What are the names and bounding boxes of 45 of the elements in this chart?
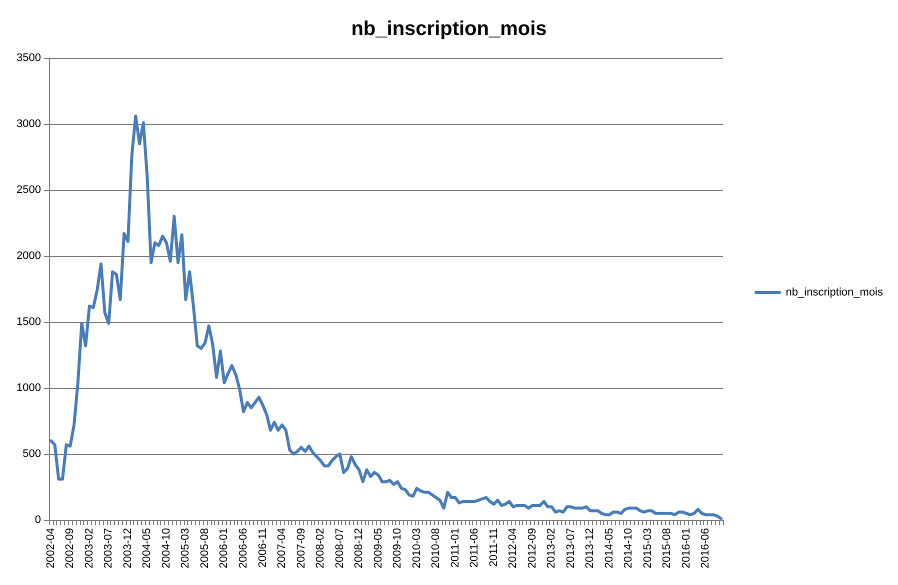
x-tick-label: 2012-09 [526,528,538,568]
x-tick-label: 2016-01 [680,528,692,568]
x-tick-label: 2013-12 [584,528,596,568]
x-tick-label: 2008-02 [314,528,327,568]
y-tick-label: 1500 [16,316,41,328]
y-tick-label: 2000 [16,250,41,262]
x-tick-label: 2003-12 [122,528,134,568]
x-tick-label: 2013-02 [546,528,558,568]
x-tick-label: 2004-10 [160,528,172,568]
chart-title: nb_inscription_mois [351,18,547,40]
x-tick-label: 2016-06 [700,528,712,568]
y-tick-label: 1000 [16,382,41,394]
y-tick-label: 2500 [16,184,41,196]
x-tick-label: 2006-01 [218,528,230,568]
y-tick-label: 3500 [16,52,41,64]
x-tick-label: 2007-04 [276,528,288,568]
x-tick-label: 2005-03 [180,528,192,568]
x-tick-label: 2013-07 [564,528,577,568]
x-tick-label: 2010-08 [430,528,442,568]
x-tick-label: 2008-07 [334,528,346,568]
legend-label: nb_inscription_mois [786,286,884,298]
x-tick-label: 2009-05 [372,528,384,568]
x-tick-label: 2014-10 [622,528,635,568]
x-tick-label: 2010-03 [410,528,423,568]
y-tick-label: 3000 [16,118,41,130]
x-tick-label: 2009-10 [392,528,404,568]
x-tick-label: 2005-08 [198,528,211,568]
x-tick-label: 2015-03 [642,528,654,568]
x-tick-label: 2011-06 [468,528,481,568]
x-tick-label: 2003-07 [102,528,115,568]
y-tick-label: 500 [22,448,41,460]
x-tick-label: 2004-05 [141,528,154,568]
x-tick-label: 2003-02 [83,528,96,568]
x-tick-label: 2012-04 [507,528,520,568]
y-tick-label: 0 [34,514,41,526]
x-tick-label: 2008-12 [353,528,366,568]
x-tick-label: 2006-06 [237,528,250,568]
x-tick-label: 2002-04 [44,528,57,568]
x-tick-label: 2011-11 [488,528,500,567]
x-tick-label: 2006-11 [256,528,269,568]
x-tick-label: 2002-09 [64,528,76,568]
x-tick-label: 2014-05 [603,528,616,568]
x-tick-label: 2015-08 [661,528,674,568]
x-tick-label: 2011-01 [449,528,462,568]
x-tick-label: 2007-09 [295,528,308,568]
